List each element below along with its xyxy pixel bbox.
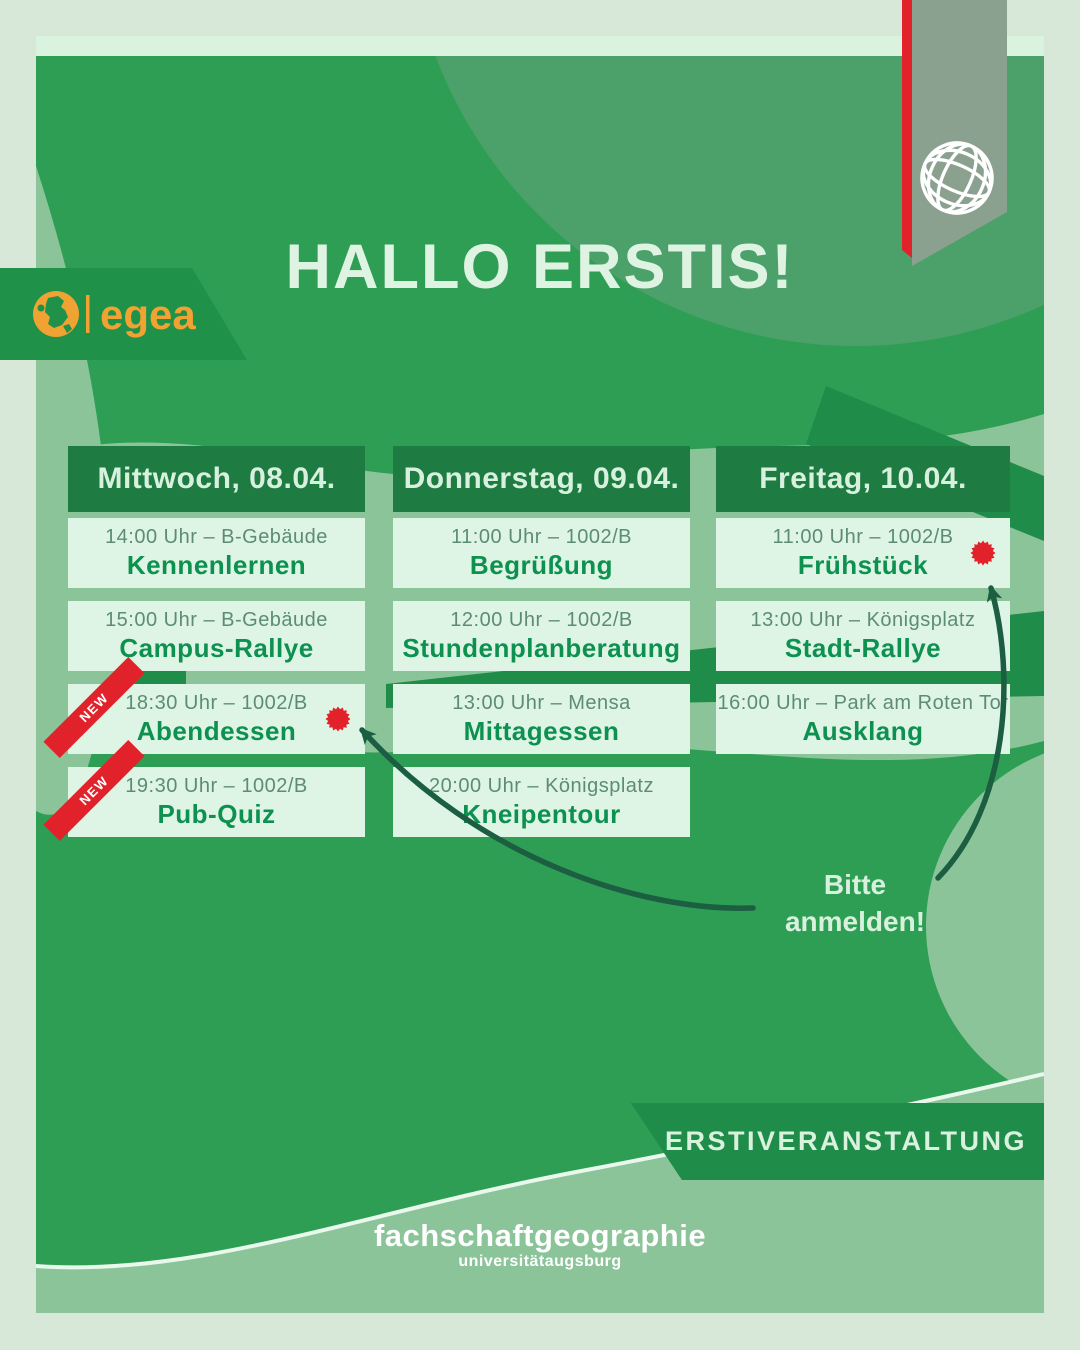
- event-time: 15:00 Uhr – B-Gebäude: [105, 609, 328, 631]
- event-card: 16:00 Uhr – Park am Roten Tor Ausklang: [716, 684, 1010, 754]
- day-header: Mittwoch, 08.04.: [68, 446, 365, 512]
- event-banner: ERSTIVERANSTALTUNG: [630, 1103, 1044, 1180]
- day-column: Freitag, 10.04. 11:00 Uhr – 1002/B Frühstü…: [716, 446, 1010, 754]
- footer-brand: fachschaftgeographie: [373, 1218, 707, 1253]
- event-time: 19:30 Uhr – 1002/B: [125, 775, 308, 797]
- europe-map-icon: [33, 291, 79, 337]
- event-card: 11:00 Uhr – 1002/B Begrüßung: [393, 518, 690, 588]
- egea-label: egea: [100, 291, 196, 338]
- ribbon-red-stripe: [902, 0, 912, 258]
- event-card: 20:00 Uhr – Königsplatz Kneipentour: [393, 767, 690, 837]
- event-list: 11:00 Uhr – 1002/B Begrüßung 12:00 Uhr – 1…: [393, 518, 690, 837]
- egea-badge: egea: [0, 268, 247, 360]
- event-card: 13:00 Uhr – Mensa Mittagessen: [393, 684, 690, 754]
- event-name: Begrüßung: [469, 550, 614, 580]
- event-name: Abendessen: [136, 716, 297, 746]
- event-name: Pub-Quiz: [157, 799, 276, 829]
- event-card: NEW 18:30 Uhr – 1002/B Abendessen: [43, 656, 365, 759]
- event-time: 13:00 Uhr – Mensa: [452, 692, 631, 714]
- day-header: Freitag, 10.04.: [716, 446, 1010, 512]
- footer: fachschaftgeographie universitätaugsburg: [0, 1219, 1080, 1271]
- page-title: HALLO ERSTIS!: [285, 232, 795, 302]
- event-banner-label: ERSTIVERANSTALTUNG: [665, 1126, 1027, 1156]
- event-time: 13:00 Uhr – Königsplatz: [750, 609, 976, 631]
- event-time: 18:30 Uhr – 1002/B: [125, 692, 308, 714]
- day-column: Mittwoch, 08.04. 14:00 Uhr – B-Gebäude Ken…: [43, 446, 365, 842]
- signup-note-line1: Bitte: [823, 869, 887, 900]
- event-time: 14:00 Uhr – B-Gebäude: [105, 526, 328, 548]
- event-name: Frühstück: [797, 550, 929, 580]
- signup-note-line2: anmelden!: [784, 906, 926, 937]
- event-time: 11:00 Uhr – 1002/B: [772, 526, 954, 548]
- bookmark-ribbon: [902, 0, 1007, 266]
- event-name: Kneipentour: [462, 799, 621, 829]
- globe-icon: [920, 141, 994, 215]
- event-card: 15:00 Uhr – B-Gebäude Campus-Rallye: [68, 601, 365, 671]
- footer-subtitle: universitätaugsburg: [458, 1253, 622, 1270]
- event-name: Stadt-Rallye: [784, 633, 942, 663]
- event-card: 11:00 Uhr – 1002/B Frühstück: [716, 518, 1010, 588]
- event-card: 12:00 Uhr – 1002/B Stundenplanberatung: [393, 601, 690, 671]
- day-column: Donnerstag, 09.04. 11:00 Uhr – 1002/B Begr…: [393, 446, 690, 837]
- event-card: 14:00 Uhr – B-Gebäude Kennenlernen: [68, 518, 365, 588]
- event-time: 12:00 Uhr – 1002/B: [450, 609, 633, 631]
- event-name: Mittagessen: [463, 716, 620, 746]
- day-header: Donnerstag, 09.04.: [393, 446, 690, 512]
- event-name: Stundenplanberatung: [402, 633, 681, 663]
- event-name: Campus-Rallye: [119, 633, 314, 663]
- event-card: NEW 19:30 Uhr – 1002/B Pub-Quiz: [43, 739, 365, 842]
- event-name: Ausklang: [802, 716, 924, 746]
- event-time: 16:00 Uhr – Park am Roten Tor: [717, 692, 1009, 714]
- badge-divider: [86, 295, 90, 333]
- event-list: 11:00 Uhr – 1002/B Frühstück 13:00 Uhr – K…: [716, 518, 1010, 754]
- event-name: Kennenlernen: [126, 550, 307, 580]
- event-time: 20:00 Uhr – Königsplatz: [429, 775, 654, 797]
- event-time: 11:00 Uhr – 1002/B: [451, 526, 632, 548]
- signup-note: Bitte anmelden!: [720, 866, 990, 940]
- red-seal-icon: [325, 706, 351, 732]
- red-seal-icon: [970, 540, 996, 566]
- event-card: 13:00 Uhr – Königsplatz Stadt-Rallye: [716, 601, 1010, 671]
- event-list: 14:00 Uhr – B-Gebäude Kennenlernen 15:00 U…: [43, 518, 365, 842]
